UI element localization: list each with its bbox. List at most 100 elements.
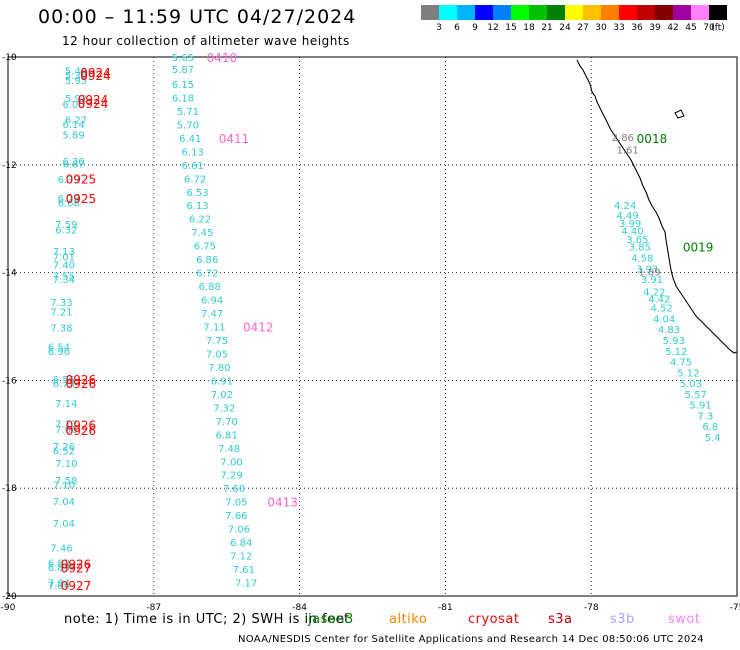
wave-height-value: 3.99 [619,219,641,230]
wave-height-value: 7.06 [228,525,250,536]
y-tick-label: -14 [2,269,17,279]
y-tick-label: -18 [2,484,17,494]
wave-height-value: 7.17 [235,579,257,590]
y-tick-label: -10 [2,53,17,63]
colorbar-swatch [565,5,583,20]
wave-height-value: 6.15 [172,80,194,91]
wave-height-value: 7.33 [50,298,72,309]
wave-height-value: 6.52 [53,446,75,457]
wave-height-value: 6.32 [55,225,77,236]
wave-height-value: 6.72 [196,269,218,280]
x-tick-label: -84 [292,603,307,613]
colorbar-swatch [421,5,439,20]
x-tick-label: -78 [584,603,599,613]
colorbar-swatch [439,5,457,20]
wave-height-value: 7.04 [53,497,75,508]
wave-height-value: 6.41 [179,134,201,145]
wave-height-value: 4.58 [631,254,653,265]
colorbar-swatch [619,5,637,20]
colorbar-tick-label: 39 [649,23,661,33]
wave-height-value: 7.32 [213,403,235,414]
wave-height-value: 6.68 [58,199,80,210]
wave-height-value: 7.70 [216,417,238,428]
y-tick-label: -12 [2,161,17,171]
wave-height-value: 6.94 [201,296,223,307]
wave-height-value: 7.59 [55,220,77,231]
wave-height-value: 7.21 [50,307,72,318]
wave-height-value: 5.71 [177,107,199,118]
wave-height-value: 6.81 [216,430,238,441]
wave-height-value: 5.89 [62,131,84,142]
wave-height-value: 6.78 [58,194,80,205]
colorbar-swatch [709,5,727,20]
wave-height-value: 7.84 [48,579,70,590]
wave-height-value: 7.46 [50,543,72,554]
x-tick-label: -90 [1,603,16,613]
wave-height-value: 5.65 [172,53,194,64]
wave-height-value: 4.24 [614,201,636,212]
wave-height-value: 7.14 [55,399,77,410]
wave-height-value: 6.54 [48,342,70,353]
wave-height-value: 6.13 [186,201,208,212]
colorbar-unit: (ft) [711,23,725,33]
colorbar-tick-label: 18 [523,23,535,33]
wave-height-value: 3.65 [626,235,648,246]
wave-height-value: 7.40 [53,261,75,272]
colorbar-tick-label: 9 [472,23,478,33]
wave-height-value: 4.83 [658,325,680,336]
wave-height-value: 6.56 [53,375,75,386]
wave-height-value: 5.87 [172,65,194,76]
wave-height-value: 4.04 [653,314,675,325]
colorbar-swatch [511,5,529,20]
wave-height-value: 7.66 [225,511,247,522]
wave-height-value: 7.75 [206,336,228,347]
colorbar-swatch [691,5,709,20]
wave-height-value: 6.18 [172,93,194,104]
wave-height-value: 7.04 [53,519,75,530]
wave-height-value: 6.14 [62,120,84,131]
pass-number-label: 0924 [78,93,109,107]
pass-number-label: 0926 [66,419,97,433]
wave-height-value: 3.91 [641,275,663,286]
wave-height-value: 7.80 [208,363,230,374]
colorbar-tick-label: 70 [703,23,715,33]
wave-height-value: 7.05 [225,498,247,509]
x-tick-label: -75 [730,603,740,613]
island-outline [674,109,685,119]
pass-number-label: 0925 [66,172,97,186]
wave-height-value: 1.89 [638,268,660,279]
wave-height-value: 7.48 [218,444,240,455]
pass-number-label: 0926 [66,373,97,387]
wave-height-value: 7.13 [53,247,75,258]
wave-height-value: 7.26 [53,442,75,453]
x-tick-label: -81 [438,603,453,613]
colorbar-swatch [493,5,511,20]
pass-number-label: 0927 [61,579,92,593]
wave-height-value: 6.05 [62,100,84,111]
wave-height-value: 6.83 [48,559,70,570]
colorbar-tick-label: 21 [541,23,553,33]
pass-number-label: 0925 [66,192,97,206]
mission-s3b: s3b [610,612,635,627]
wave-height-value: 6.39 [58,175,80,186]
wave-height-value: 6.61 [182,161,204,172]
colorbar-tick-label: 27 [577,23,589,33]
colorbar-tick-label: 24 [559,23,571,33]
wave-height-value: 1.61 [617,146,639,157]
colorbar-swatch [601,5,619,20]
wave-height-value: 6.22 [189,215,211,226]
pass-number-label: 0411 [219,132,250,146]
wave-height-value: 7.55 [53,271,75,282]
colorbar-swatch [475,5,493,20]
wave-height-value: 7.01 [53,252,75,263]
pass-number-label: 0926 [66,377,97,391]
wave-height-value: 7.29 [220,471,242,482]
wave-height-value: 7.10 [53,480,75,491]
wave-height-value: 5.12 [677,368,699,379]
map-title: 00:00 – 11:59 UTC 04/27/2024 [38,6,357,28]
mission-swot: swot [668,612,701,627]
wave-height-value: 6.72 [184,174,206,185]
wave-height-value: 6.84 [230,538,252,549]
coastline [576,59,738,354]
wave-height-value: 7.02 [211,390,233,401]
